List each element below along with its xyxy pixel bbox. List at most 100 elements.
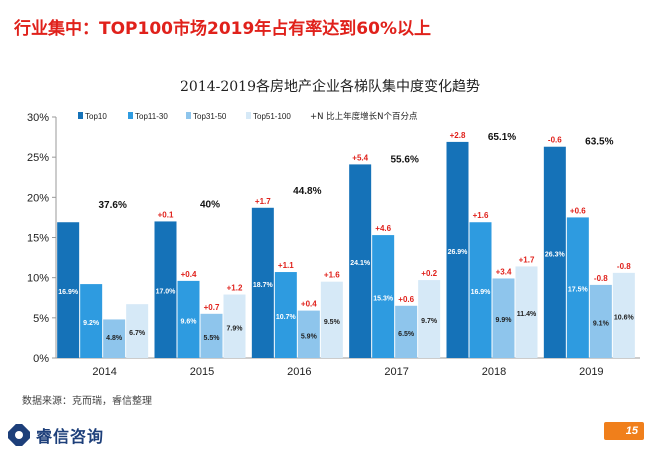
bar-value-label: 26.9%	[448, 249, 469, 256]
bar-top31-50-2019	[589, 284, 612, 358]
bar-top11-30-2018	[469, 222, 492, 358]
logo-icon	[8, 424, 30, 446]
bar-top31-50-2015	[200, 313, 223, 358]
bar-top10-2019	[543, 146, 566, 358]
legend-label: Top10	[85, 112, 107, 121]
bar-value-label: 9.9%	[496, 317, 513, 324]
bar-change-label: +0.2	[421, 269, 437, 278]
group-total-label: 37.6%	[98, 200, 126, 211]
bar-value-label: 4.8%	[106, 335, 123, 342]
chart-title: 2014-2019各房地产企业各梯队集中度变化趋势	[180, 79, 480, 95]
bar-value-label: 16.9%	[471, 289, 492, 296]
bar-change-label: +0.6	[570, 206, 586, 215]
y-tick-label: 25%	[27, 152, 49, 164]
bar-value-label: 26.3%	[545, 251, 566, 258]
legend-growth-note: +N 比上年度增长N个百分点	[310, 111, 418, 122]
y-tick-label: 10%	[27, 273, 49, 285]
bar-value-label: 16.9%	[58, 289, 79, 296]
legend-label: Top31-50	[193, 112, 227, 121]
bar-top10-2015	[154, 221, 177, 358]
group-total-label: 63.5%	[585, 137, 613, 148]
legend-swatch	[186, 112, 191, 119]
bar-change-label: +1.1	[278, 261, 294, 270]
bar-change-label: +0.1	[158, 210, 174, 219]
legend-label: Top11-30	[135, 112, 168, 121]
bar-change-label: +1.6	[473, 211, 489, 220]
company-logo: 睿信咨询	[8, 423, 104, 447]
y-tick-label: 20%	[27, 192, 49, 204]
bar-value-label: 17.0%	[156, 289, 177, 296]
bar-change-label: +1.6	[324, 271, 340, 280]
bar-value-label: 6.7%	[129, 330, 146, 337]
x-tick-label: 2019	[579, 366, 603, 378]
bar-top51-100-2016	[320, 281, 343, 358]
bar-change-label: -0.8	[594, 274, 608, 283]
bar-value-label: 10.6%	[614, 314, 635, 321]
bar-change-label: +0.4	[181, 270, 197, 279]
x-tick-label: 2017	[384, 366, 408, 378]
bar-change-label: +0.6	[398, 295, 414, 304]
x-tick-label: 2016	[287, 366, 311, 378]
bar-top10-2014	[57, 222, 80, 358]
bar-value-label: 9.7%	[421, 318, 438, 325]
bar-top11-30-2017	[372, 235, 395, 358]
legend-swatch	[128, 112, 133, 119]
bar-change-label: -0.8	[617, 262, 631, 271]
bar-top51-100-2015	[223, 294, 246, 358]
bar-change-label: +1.7	[255, 197, 271, 206]
bar-change-label: +3.4	[496, 267, 512, 276]
bar-top10-2016	[251, 207, 274, 358]
bar-top11-30-2019	[566, 217, 589, 358]
bar-change-label: +1.2	[227, 284, 243, 293]
bar-top51-100-2014	[126, 304, 149, 358]
bar-top51-100-2018	[515, 266, 538, 358]
bar-value-label: 6.5%	[398, 331, 415, 338]
y-tick-label: 5%	[33, 313, 49, 325]
bar-change-label: +1.7	[519, 255, 535, 264]
bar-value-label: 18.7%	[253, 282, 274, 289]
group-total-label: 40%	[200, 199, 220, 210]
bar-value-label: 9.1%	[593, 320, 610, 327]
page-number: 15	[604, 422, 644, 440]
bar-top31-50-2016	[297, 310, 320, 358]
bar-value-label: 9.5%	[324, 319, 341, 326]
bar-value-label: 11.4%	[517, 311, 537, 318]
page-headline: 行业集中：TOP100市场2019年占有率达到60%以上	[14, 19, 431, 39]
bar-top31-50-2017	[395, 305, 418, 358]
bar-change-label: +5.4	[352, 153, 368, 162]
y-tick-label: 15%	[27, 233, 49, 245]
bar-value-label: 5.9%	[301, 333, 318, 340]
bar-top11-30-2014	[80, 284, 103, 358]
y-tick-label: 0%	[33, 353, 49, 365]
bar-top31-50-2014	[103, 319, 126, 358]
legend-swatch	[78, 112, 83, 119]
bar-top10-2018	[446, 141, 469, 358]
legend-label: Top51-100	[253, 112, 291, 121]
bar-value-label: 24.1%	[350, 260, 371, 267]
legend-swatch	[246, 112, 251, 119]
x-tick-label: 2018	[482, 366, 506, 378]
bar-value-label: 9.2%	[83, 320, 100, 327]
bar-change-label: +0.7	[204, 303, 220, 312]
bar-top11-30-2015	[177, 280, 200, 358]
bar-top51-100-2017	[418, 280, 441, 358]
bar-change-label: +0.4	[301, 300, 317, 309]
bar-change-label: +2.8	[450, 131, 466, 140]
bar-change-label: -0.6	[548, 136, 562, 145]
bar-value-label: 15.3%	[373, 296, 394, 303]
x-tick-label: 2014	[92, 366, 116, 378]
x-tick-label: 2015	[190, 366, 214, 378]
bar-value-label: 5.5%	[204, 335, 221, 342]
bar-value-label: 9.6%	[181, 318, 198, 325]
bar-change-label: +4.6	[375, 224, 391, 233]
bar-top11-30-2016	[274, 272, 297, 358]
bar-top51-100-2019	[612, 272, 635, 358]
group-total-label: 44.8%	[293, 186, 321, 197]
bar-top31-50-2018	[492, 278, 515, 358]
bar-top10-2017	[349, 164, 372, 358]
data-source-note: 数据来源：克而瑞，睿信整理	[22, 396, 152, 407]
logo-text: 睿信咨询	[36, 427, 105, 446]
group-total-label: 65.1%	[488, 132, 516, 143]
bar-value-label: 7.9%	[227, 325, 244, 332]
